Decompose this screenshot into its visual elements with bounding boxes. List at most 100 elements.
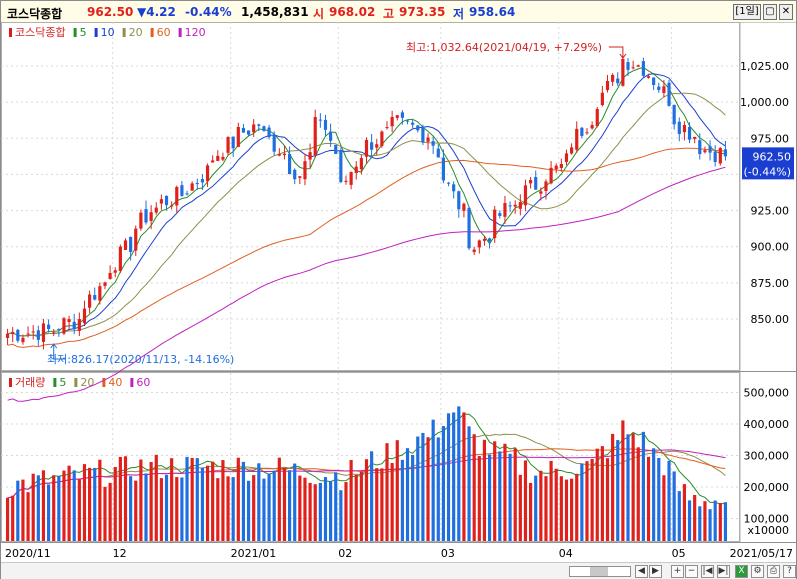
close-button[interactable]: ✕ bbox=[779, 4, 793, 20]
candle-body bbox=[652, 77, 656, 86]
volume-bar bbox=[718, 503, 722, 541]
volume-bar bbox=[282, 467, 287, 541]
scroll-last-icon[interactable]: ▶| bbox=[717, 565, 730, 578]
zoom-in-icon[interactable]: + bbox=[671, 565, 684, 578]
volume-y-tick: 200,000 bbox=[744, 481, 790, 494]
price-y-tick: 925.00 bbox=[751, 205, 790, 218]
candle-body bbox=[46, 324, 51, 330]
candle-body bbox=[585, 132, 589, 134]
scroll-right-icon[interactable]: ▶ bbox=[649, 565, 662, 578]
candle-body bbox=[457, 191, 461, 210]
low-value: 958.64 bbox=[469, 5, 516, 19]
candle-body bbox=[498, 213, 502, 216]
volume-y-tick: 500,000 bbox=[744, 387, 790, 400]
volume-bar bbox=[590, 458, 594, 541]
excel-icon[interactable]: X bbox=[735, 565, 748, 578]
legend-swatch bbox=[178, 28, 182, 37]
candle-body bbox=[662, 86, 666, 93]
zoom-out-icon[interactable]: − bbox=[685, 565, 698, 578]
volume-bar bbox=[344, 482, 348, 541]
volume-bar bbox=[570, 478, 574, 541]
volume-bar bbox=[185, 456, 189, 541]
volume-bar bbox=[52, 475, 56, 541]
legend-label: 40 bbox=[108, 376, 122, 389]
candle-body bbox=[718, 147, 722, 164]
candle-body bbox=[446, 182, 451, 184]
volume-bar bbox=[298, 475, 302, 541]
candle-body bbox=[646, 76, 651, 78]
volume-bar bbox=[67, 465, 71, 541]
min-marker bbox=[50, 343, 66, 360]
candle-body bbox=[88, 294, 92, 308]
candle-body bbox=[252, 124, 256, 133]
volume-bars bbox=[5, 406, 728, 541]
scrollbar-track[interactable] bbox=[569, 566, 631, 577]
candle-body bbox=[416, 125, 420, 131]
candle-body bbox=[149, 212, 153, 221]
price-y-tick: 975.00 bbox=[751, 132, 790, 145]
candle-body bbox=[487, 238, 492, 242]
volume-bar bbox=[672, 471, 676, 541]
price-tag-value: 962.50 bbox=[753, 150, 792, 163]
candle-body bbox=[390, 116, 394, 127]
volume-bar bbox=[11, 495, 15, 541]
scroll-left-icon[interactable]: ◀ bbox=[635, 565, 648, 578]
candle-body bbox=[180, 185, 184, 196]
price-grid bbox=[1, 22, 740, 370]
volume-bar bbox=[93, 467, 97, 541]
legend-label: 60 bbox=[136, 376, 150, 389]
volume-bar bbox=[36, 475, 40, 541]
legend-swatch bbox=[9, 28, 12, 37]
volume-bar bbox=[108, 482, 112, 541]
candle-body bbox=[344, 180, 348, 182]
volume-bar bbox=[16, 480, 20, 541]
volume-bar bbox=[534, 475, 538, 541]
candle-body bbox=[462, 203, 466, 211]
volume-bar bbox=[257, 463, 261, 541]
current-price-tag: 962.50 (-0.44%) bbox=[742, 147, 794, 180]
chart-canvas[interactable]: 코스닥종합 5 10 20 60 120 거래량 5 20 40 60 1,025.00 1,000… bbox=[1, 22, 796, 562]
print-icon[interactable]: ⎙ bbox=[767, 565, 780, 578]
volume-bar bbox=[287, 470, 292, 541]
scroll-toolbar: ◀ ▶ + − |◀ ▶| X ⚙ ⎙ ? bbox=[1, 562, 796, 579]
volume-bar bbox=[518, 474, 522, 541]
scrollbar-thumb[interactable] bbox=[590, 567, 608, 576]
volume-legend: 거래량 5 20 40 60 bbox=[9, 376, 150, 389]
price-change: ▼4.22 bbox=[137, 5, 176, 19]
volume-bar bbox=[559, 476, 563, 541]
candle-body bbox=[159, 199, 163, 204]
volume-bar bbox=[677, 491, 681, 541]
volume-bar bbox=[441, 426, 446, 541]
candle-body bbox=[287, 154, 292, 175]
legend-swatch bbox=[122, 28, 126, 37]
min-annotation: 최저:826.17(2020/11/13, -14.16%) bbox=[47, 353, 234, 366]
price-y-tick: 900.00 bbox=[751, 241, 790, 254]
candle-body bbox=[657, 86, 661, 91]
period-button[interactable]: [1일] bbox=[733, 4, 761, 20]
candle-body bbox=[93, 295, 97, 300]
candle-body bbox=[293, 169, 297, 180]
volume-unit-label: x10000 bbox=[747, 524, 789, 537]
candle-body bbox=[441, 157, 446, 181]
candle-body bbox=[682, 125, 687, 133]
volume-y-axis: 500,000 400,000 300,000 200,000 100,000x1000… bbox=[744, 387, 790, 538]
price-y-tick: 1,025.00 bbox=[740, 60, 789, 73]
help-icon[interactable]: ? bbox=[783, 565, 796, 578]
settings-icon[interactable]: ⚙ bbox=[751, 565, 764, 578]
candle-body bbox=[98, 286, 102, 301]
volume-bar bbox=[26, 492, 30, 541]
candle-body bbox=[246, 130, 251, 135]
x-tick-label: 04 bbox=[559, 547, 573, 560]
legend-label: 5 bbox=[59, 376, 66, 389]
candle-body bbox=[385, 127, 389, 129]
x-tick-label: 2020/11 bbox=[5, 547, 51, 560]
maximize-button[interactable]: ▢ bbox=[763, 4, 777, 20]
candlesticks bbox=[5, 57, 728, 350]
volume-bar bbox=[457, 406, 461, 541]
candle-body bbox=[129, 236, 133, 252]
scroll-first-icon[interactable]: |◀ bbox=[701, 565, 714, 578]
ma60-line bbox=[7, 147, 726, 348]
volume-bar bbox=[134, 480, 138, 541]
candle-body bbox=[431, 141, 435, 146]
